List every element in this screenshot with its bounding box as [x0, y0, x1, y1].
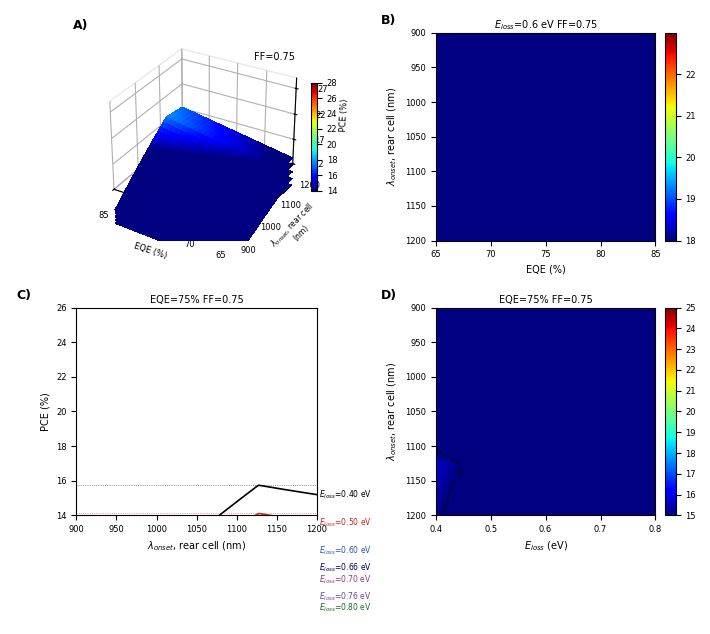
Text: $E_{loss}$=0.50 eV: $E_{loss}$=0.50 eV: [319, 517, 371, 529]
Y-axis label: PCE (%): PCE (%): [40, 392, 50, 431]
X-axis label: $E_{loss}$ (eV): $E_{loss}$ (eV): [523, 540, 568, 553]
Text: $E_{loss}$=0.70 eV: $E_{loss}$=0.70 eV: [319, 573, 371, 586]
Title: EQE=75% FF=0.75: EQE=75% FF=0.75: [150, 295, 244, 306]
Title: $E_{loss}$=0.6 eV FF=0.75: $E_{loss}$=0.6 eV FF=0.75: [493, 18, 597, 32]
Y-axis label: $\lambda_{onset}$, rear cell
(nm): $\lambda_{onset}$, rear cell (nm): [268, 200, 324, 257]
Text: A): A): [73, 18, 89, 32]
Y-axis label: $\lambda_{onset}$, rear cell (nm): $\lambda_{onset}$, rear cell (nm): [386, 362, 400, 461]
Text: D): D): [381, 289, 397, 302]
Text: C): C): [16, 289, 31, 302]
Text: $E_{loss}$=0.66 eV: $E_{loss}$=0.66 eV: [319, 562, 371, 574]
X-axis label: EQE (%): EQE (%): [525, 265, 565, 275]
X-axis label: EQE (%): EQE (%): [133, 242, 168, 261]
Y-axis label: $\lambda_{onset}$, rear cell (nm): $\lambda_{onset}$, rear cell (nm): [386, 87, 400, 186]
Text: B): B): [381, 15, 396, 27]
Text: $E_{loss}$=0.60 eV: $E_{loss}$=0.60 eV: [319, 545, 371, 557]
X-axis label: $\lambda_{onset}$, rear cell (nm): $\lambda_{onset}$, rear cell (nm): [147, 540, 246, 553]
Title: EQE=75% FF=0.75: EQE=75% FF=0.75: [498, 295, 592, 306]
Text: $E_{loss}$=0.80 eV: $E_{loss}$=0.80 eV: [319, 601, 371, 614]
Text: FF=0.75: FF=0.75: [254, 52, 295, 61]
Text: 15: 15: [454, 467, 462, 477]
Text: $E_{loss}$=0.76 eV: $E_{loss}$=0.76 eV: [319, 590, 371, 602]
Text: $E_{loss}$=0.40 eV: $E_{loss}$=0.40 eV: [319, 488, 371, 501]
